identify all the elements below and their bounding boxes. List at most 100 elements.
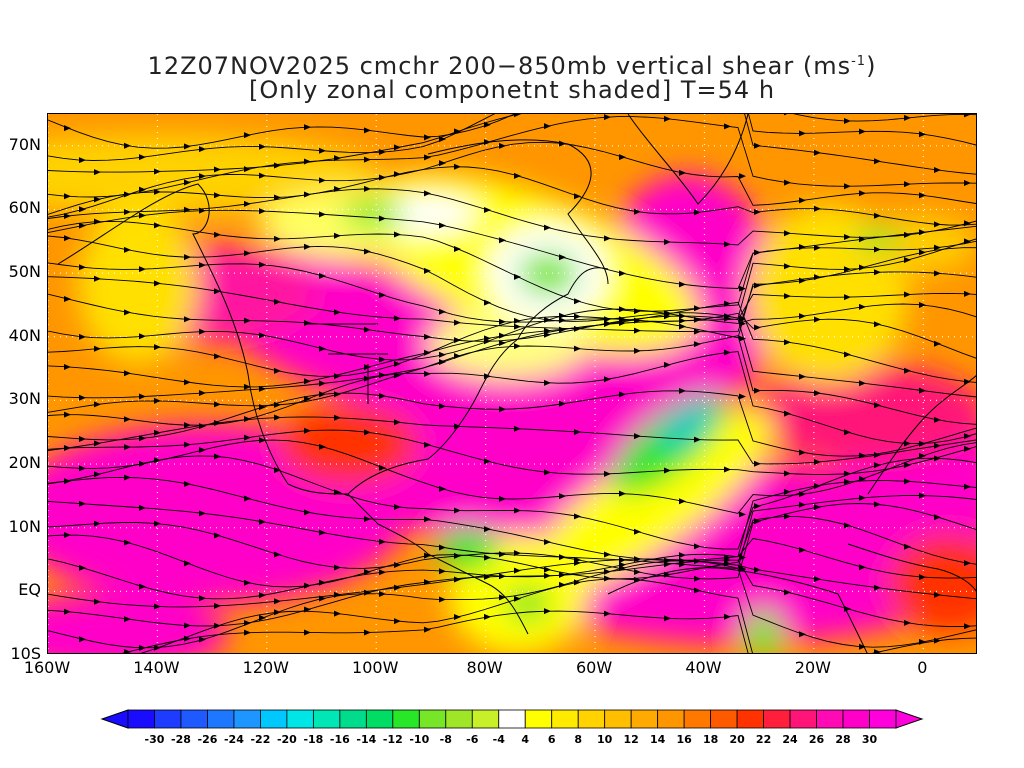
streamline-arrow (934, 455, 941, 462)
streamline-arrow (184, 622, 191, 629)
streamline-arrow (484, 554, 491, 561)
streamline-arrow (844, 605, 851, 612)
streamline-arrow (694, 587, 701, 594)
streamline-arrow (304, 243, 311, 250)
streamline-arrow (604, 575, 611, 582)
colorbar-label: -30 (144, 733, 165, 746)
streamline-arrow (259, 332, 266, 339)
lon-tick-label: 60W (575, 658, 613, 677)
streamline-arrow (619, 270, 626, 277)
streamline-arrow (784, 114, 788, 116)
streamline-arrow (874, 649, 881, 653)
streamline-arrow (964, 623, 971, 630)
lat-tick-label: 40N (8, 325, 41, 345)
streamline-arrow (739, 511, 746, 518)
streamline-arrow (904, 619, 911, 626)
streamline-arrow (214, 602, 221, 609)
streamline-arrow (724, 123, 731, 130)
streamline-arrow (784, 179, 791, 186)
streamline-arrow (334, 610, 341, 617)
streamline-arrow (844, 351, 851, 358)
lat-tick-label: 20N (8, 453, 41, 473)
colorbar-swatch (683, 709, 712, 729)
colorbar-swatch (207, 709, 235, 729)
streamline-arrow (214, 419, 221, 426)
shear-map (48, 114, 976, 653)
streamline-arrow (904, 231, 911, 238)
streamline-arrow (304, 427, 311, 434)
streamline-arrow (904, 114, 911, 121)
streamline-arrow (94, 196, 101, 203)
streamline-arrow (634, 433, 641, 440)
streamline-arrow (139, 393, 146, 400)
streamline-arrow (199, 207, 206, 214)
colorbar-label: 6 (547, 733, 556, 746)
lon-tick-label: 20W (794, 658, 831, 677)
streamline-arrow (394, 231, 401, 238)
streamline-arrow (874, 462, 881, 469)
streamline-arrow (814, 458, 821, 465)
colorbar-label: 22 (755, 733, 772, 746)
streamline-arrow (79, 435, 86, 442)
streamline-arrow (274, 298, 281, 305)
streamline (48, 312, 976, 377)
streamline-arrow (214, 192, 221, 199)
streamline-arrow (679, 498, 686, 505)
streamline-arrow (799, 501, 806, 508)
streamline-arrow (484, 526, 491, 533)
streamline-arrow (199, 389, 206, 396)
streamline-arrow (184, 379, 191, 386)
streamline-arrow (544, 572, 551, 579)
streamline-arrow (514, 114, 521, 118)
streamline-arrow (694, 575, 701, 582)
streamline-arrow (694, 209, 701, 216)
streamline-arrow (334, 155, 341, 162)
streamline-arrow (964, 114, 971, 118)
streamline-arrow (859, 494, 866, 501)
streamline-arrow (574, 345, 581, 352)
streamline (48, 416, 976, 465)
colorbar-label: 16 (676, 733, 692, 746)
streamline-arrow (694, 436, 701, 443)
colorbar-label: -4 (492, 733, 505, 746)
colorbar-swatch (524, 709, 553, 729)
streamline-arrow (679, 317, 686, 324)
streamline-arrow (739, 554, 746, 561)
streamline-arrow (184, 179, 191, 186)
streamline-arrow (499, 318, 506, 325)
colorbar-label: -20 (276, 733, 297, 746)
colorbar-max-arrow (895, 709, 924, 729)
colorbar-swatch (577, 709, 606, 729)
streamline-arrow (784, 470, 791, 477)
colorbar-label: -18 (303, 733, 324, 746)
streamline-arrow (904, 257, 911, 264)
streamline-arrow (304, 158, 311, 165)
streamline-arrow (559, 254, 566, 261)
streamline-arrow (514, 507, 521, 514)
streamline-arrow (439, 359, 446, 366)
streamline-arrow (64, 212, 71, 219)
streamline-arrow (424, 441, 431, 448)
streamline-arrow (439, 222, 446, 229)
colorbar-label: 26 (808, 733, 825, 746)
streamline-arrow (784, 263, 791, 270)
streamline-arrow (664, 115, 671, 122)
streamline-arrow (379, 392, 386, 399)
colorbar-label: 8 (574, 733, 583, 746)
streamline-arrow (139, 154, 146, 161)
streamline-arrow (184, 316, 191, 323)
streamline-arrow (964, 433, 971, 440)
streamline-arrow (724, 300, 731, 307)
streamline-arrow (934, 514, 941, 521)
streamline-arrow (694, 341, 701, 348)
streamline-arrow (424, 579, 431, 586)
streamline-arrow (394, 171, 401, 178)
streamline-arrow (319, 595, 326, 602)
streamline-arrow (574, 193, 581, 200)
streamline-arrow (244, 415, 251, 422)
streamline-arrow (859, 475, 866, 482)
streamline-arrow (424, 154, 431, 161)
streamline-arrow (844, 294, 851, 301)
colorbar-swatch (260, 709, 288, 729)
streamline-arrow (859, 190, 866, 197)
